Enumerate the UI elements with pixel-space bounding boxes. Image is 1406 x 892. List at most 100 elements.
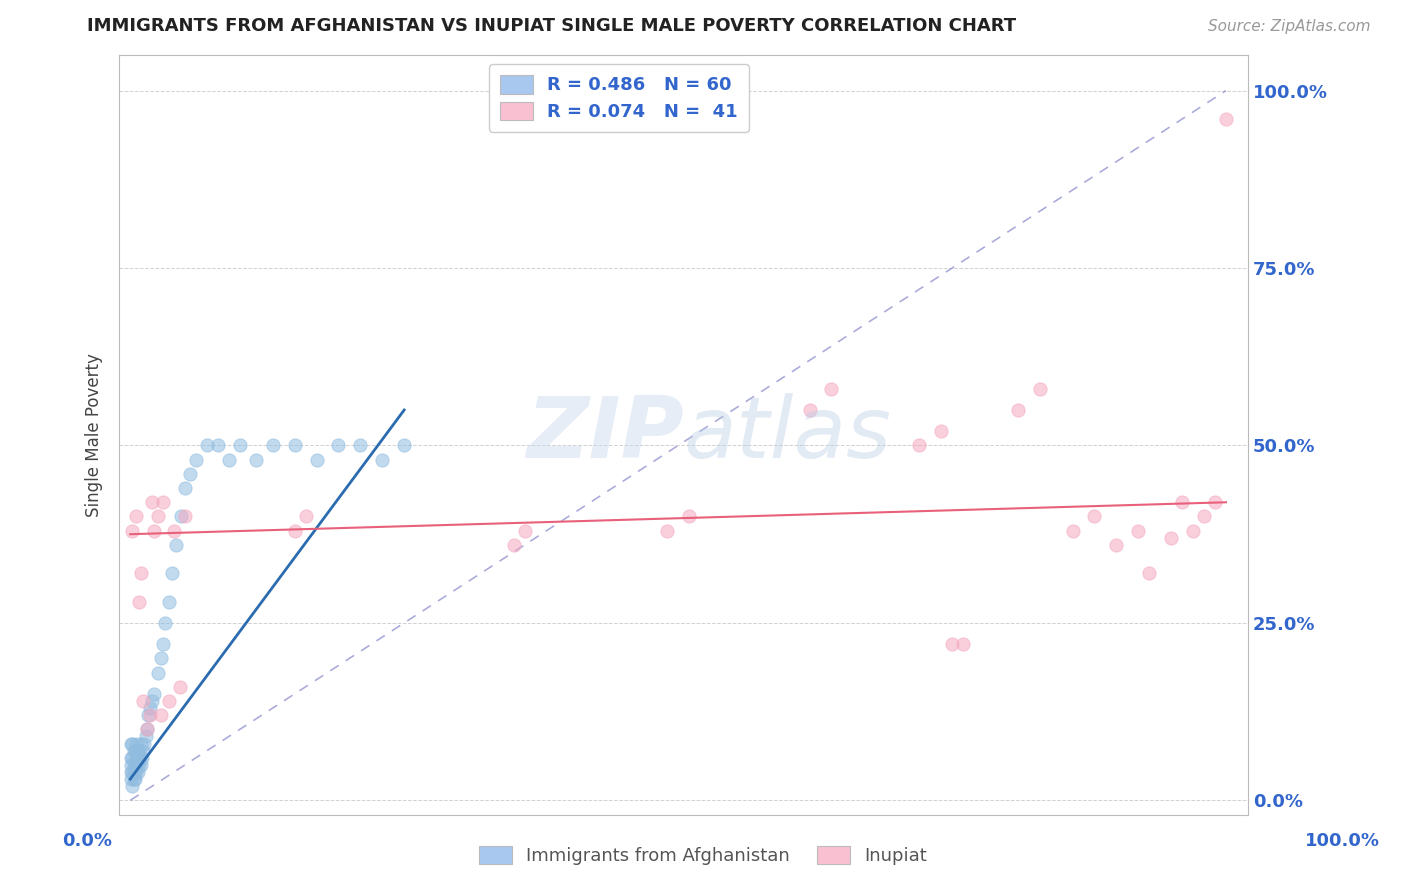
Point <box>169 680 191 694</box>
Point <box>135 723 157 737</box>
Point <box>207 438 229 452</box>
Point <box>284 524 307 538</box>
Point <box>128 594 150 608</box>
Point <box>245 452 267 467</box>
Point <box>1192 509 1215 524</box>
Point <box>139 701 162 715</box>
Point <box>149 651 172 665</box>
Point <box>1215 112 1237 126</box>
Point <box>160 566 183 581</box>
Point <box>146 665 169 680</box>
Legend: Immigrants from Afghanistan, Inupiat: Immigrants from Afghanistan, Inupiat <box>472 838 934 872</box>
Point <box>121 524 143 538</box>
Point <box>120 757 142 772</box>
Point <box>122 744 145 758</box>
Point <box>141 694 163 708</box>
Point <box>1062 524 1084 538</box>
Text: 0.0%: 0.0% <box>62 831 112 849</box>
Point <box>262 438 284 452</box>
Point <box>143 524 166 538</box>
Text: 100.0%: 100.0% <box>1305 831 1381 849</box>
Point <box>124 772 146 786</box>
Point <box>127 764 149 779</box>
Point <box>163 524 186 538</box>
Point <box>128 757 150 772</box>
Point <box>294 509 316 524</box>
Point <box>121 737 143 751</box>
Point <box>122 772 145 786</box>
Point <box>129 751 152 765</box>
Point <box>1204 495 1226 509</box>
Y-axis label: Single Male Poverty: Single Male Poverty <box>86 353 103 516</box>
Point <box>134 737 156 751</box>
Point <box>371 452 394 467</box>
Point <box>125 757 148 772</box>
Point <box>120 772 142 786</box>
Point <box>392 438 415 452</box>
Point <box>120 764 142 779</box>
Point <box>1083 509 1105 524</box>
Point <box>135 730 157 744</box>
Point <box>127 751 149 765</box>
Point <box>1028 382 1050 396</box>
Point <box>135 723 157 737</box>
Point <box>678 509 700 524</box>
Point <box>136 708 159 723</box>
Point <box>195 438 218 452</box>
Text: atlas: atlas <box>683 393 891 476</box>
Legend: R = 0.486   N = 60, R = 0.074   N =  41: R = 0.486 N = 60, R = 0.074 N = 41 <box>489 64 748 132</box>
Point <box>120 737 142 751</box>
Point <box>132 744 155 758</box>
Point <box>349 438 371 452</box>
Point <box>121 764 143 779</box>
Point <box>129 757 152 772</box>
Point <box>124 757 146 772</box>
Point <box>122 757 145 772</box>
Point <box>165 538 187 552</box>
Point <box>125 751 148 765</box>
Point <box>799 403 821 417</box>
Point <box>129 737 152 751</box>
Point <box>124 744 146 758</box>
Point <box>1007 403 1029 417</box>
Point <box>174 481 197 495</box>
Point <box>1171 495 1194 509</box>
Point <box>952 637 974 651</box>
Point <box>929 425 952 439</box>
Point <box>184 452 207 467</box>
Point <box>1105 538 1128 552</box>
Point <box>120 751 142 765</box>
Point <box>305 452 328 467</box>
Point <box>122 764 145 779</box>
Point <box>143 687 166 701</box>
Point <box>229 438 252 452</box>
Point <box>218 452 240 467</box>
Point <box>141 495 163 509</box>
Point <box>941 637 963 651</box>
Point <box>121 779 143 793</box>
Point <box>908 438 931 452</box>
Point <box>128 744 150 758</box>
Point <box>155 615 177 630</box>
Point <box>131 751 153 765</box>
Point <box>1182 524 1205 538</box>
Point <box>655 524 678 538</box>
Point <box>125 764 148 779</box>
Point <box>174 509 197 524</box>
Point <box>132 694 155 708</box>
Point <box>284 438 307 452</box>
Point <box>1137 566 1160 581</box>
Point <box>152 637 174 651</box>
Point <box>502 538 524 552</box>
Point <box>125 744 148 758</box>
Point <box>157 694 180 708</box>
Point <box>157 594 180 608</box>
Point <box>820 382 842 396</box>
Point <box>179 467 201 481</box>
Point <box>152 495 174 509</box>
Point <box>125 509 148 524</box>
Point <box>169 509 191 524</box>
Text: ZIP: ZIP <box>526 393 683 476</box>
Point <box>328 438 350 452</box>
Point <box>146 509 169 524</box>
